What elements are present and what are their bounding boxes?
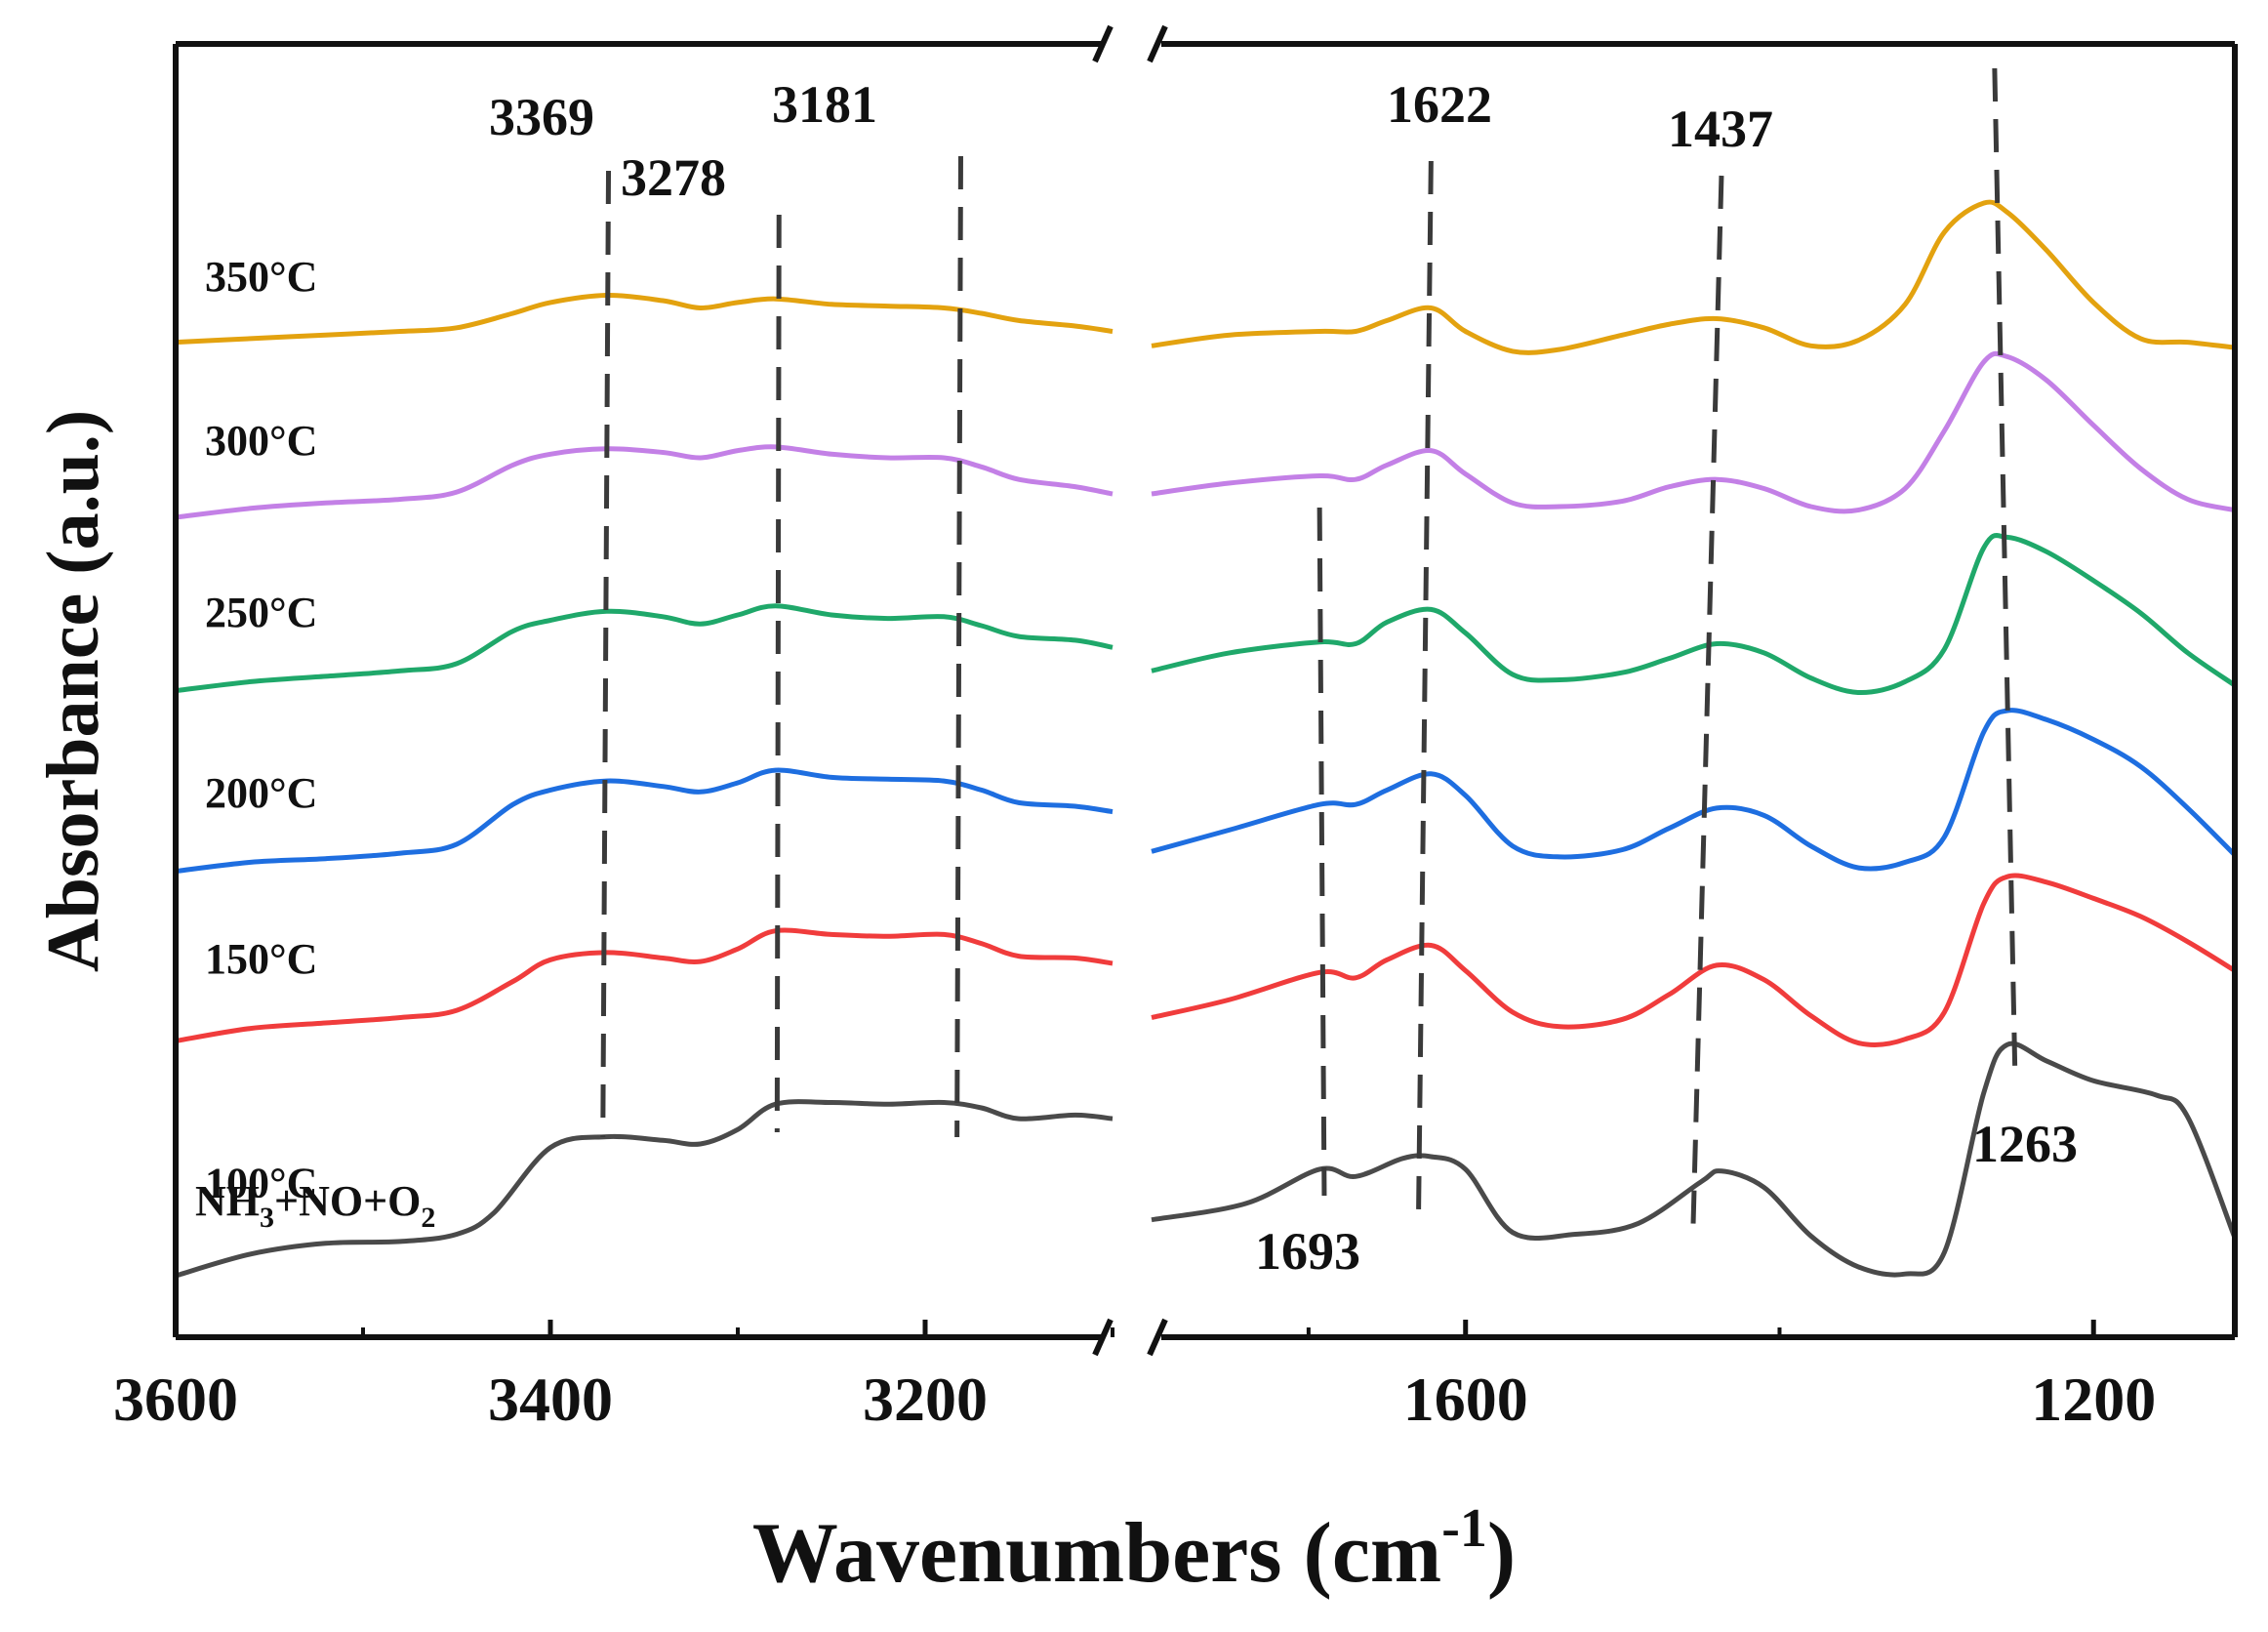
series-line-250c-low [1151,533,2237,696]
series-line-300c-high [175,444,1114,520]
series-line-300c-low [1151,350,2236,514]
series-layer [175,199,2238,1279]
peak-label-1693: 1693 [1255,1222,1360,1281]
series-label-150c: 150°C [205,935,317,983]
series-line-250c-high [175,603,1114,694]
peak-guide-1693 [1316,507,1327,1197]
peak-label-3181: 3181 [772,75,877,134]
peak-guide-3278 [774,214,782,1133]
series-label-300c: 300°C [205,417,317,465]
axis-break-mark-top-1 [1092,24,1114,63]
series-line-350c-high [175,292,1114,346]
series-label-100c: 100°C [205,1160,317,1207]
x-tick-label-3600: 3600 [113,1365,238,1434]
x-tick-label-3400: 3400 [488,1365,613,1434]
series-line-150c-low [1151,873,2237,1047]
peak-dash-layer [600,67,2018,1226]
peak-guide-3181 [954,155,963,1138]
x-axis-label-superscript: -1 [1441,1498,1487,1559]
series-label-200c: 200°C [205,769,317,817]
peak-label-1263: 1263 [1972,1115,2078,1173]
series-line-150c-high [175,927,1114,1043]
peak-label-3278: 3278 [621,148,726,207]
series-line-100c-low [1151,1040,2238,1278]
peak-guide-1622 [1415,160,1434,1221]
series-line-200c-low [1151,708,2237,872]
axis-break-mark-bottom-1 [1092,1318,1114,1357]
peak-label-1622: 1622 [1387,75,1492,134]
series-line-200c-high [175,767,1114,875]
y-axis-label: Absorbance (a.u.) [32,410,114,972]
peak-guide-1437 [1690,175,1724,1226]
peak-guide-1263 [1992,67,2018,1075]
axis-break-mark-top-2 [1147,24,1168,63]
reactant-label: NH3+NO+O2 [195,1177,435,1234]
x-tick-label-1200: 1200 [2031,1365,2156,1434]
series-label-250c: 250°C [205,589,317,636]
peak-label-3369: 3369 [489,88,594,146]
peak-guide-3369 [600,170,612,1138]
series-line-100c-high [175,1099,1114,1279]
series-line-350c-low [1151,199,2236,355]
labels-layer: 100°C 150°C 200°C 250°C 300°C 350°C 3369 3278 31… [205,75,2078,1281]
axis-break-mark-bottom-2 [1147,1318,1168,1357]
plot-frame [173,24,2238,1357]
series-label-350c: 350°C [205,253,317,301]
x-tick-label-1600: 1600 [1403,1365,1528,1434]
peak-label-1437: 1437 [1668,100,1773,158]
x-ticks: 3600 3400 3200 1600 1200 [113,1320,2156,1434]
x-tick-label-3200: 3200 [863,1365,988,1434]
x-axis-label: Wavenumbers (cm-1) [752,1498,1516,1601]
